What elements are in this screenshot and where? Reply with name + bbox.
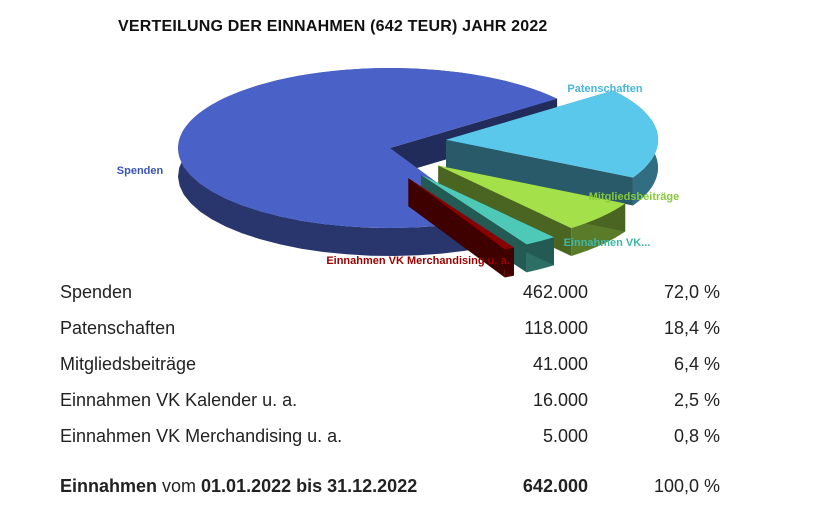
table-row: Einnahmen VK Merchandising u. a. 5.000 0… <box>60 420 740 456</box>
row-percent: 72,0 % <box>663 282 720 302</box>
pie-slice-face-4 <box>408 178 505 278</box>
row-amount: 118.000 <box>524 318 588 338</box>
pie-slices <box>178 68 659 278</box>
table-row: Mitgliedsbeiträge 41.000 6,4 % <box>60 348 740 384</box>
pie-label-0: Spenden <box>117 165 164 177</box>
pie-slice-face-1 <box>446 139 633 206</box>
row-percent: 6,4 % <box>673 354 720 374</box>
pie-slice-top-4 <box>408 178 514 250</box>
row-amount: 462.000 <box>522 282 588 302</box>
pie-slice-top-1 <box>446 90 659 178</box>
row-percent: 2,5 % <box>673 390 720 410</box>
pie-labels: Spenden Patenschaften Mitgliedsbeiträge Ein… <box>117 83 679 267</box>
table-row: Patenschaften 118.000 18,4 % <box>60 312 740 348</box>
total-percent: 100,0 % <box>653 476 720 496</box>
row-amount: 5.000 <box>542 426 588 446</box>
pie-label-1: Patenschaften <box>567 83 642 95</box>
pie-label-2: Mitgliedsbeiträge <box>589 191 679 203</box>
row-name: Patenschaften <box>60 318 176 338</box>
total-amount: 642.000 <box>522 476 588 496</box>
row-amount: 41.000 <box>532 354 588 374</box>
pie-label-4: Einnahmen VK Merchandising u. a. <box>326 255 509 267</box>
pie-slice-4 <box>408 178 514 278</box>
row-percent: 0,8 % <box>673 426 720 446</box>
pie-chart: Spenden Patenschaften Mitgliedsbeiträge Ein… <box>117 68 679 278</box>
pie-slice-top-3 <box>421 174 554 245</box>
total-label-bold-2: 01.01.2022 bis 31.12.2022 <box>201 476 418 496</box>
table-row: Spenden 462.000 72,0 % <box>60 276 740 312</box>
total-label-bold-1: Einnahmen <box>60 476 158 496</box>
table-row: Einnahmen VK Kalender u. a. 16.000 2,5 % <box>60 384 740 420</box>
chart-title: VERTEILUNG DER EINNAHMEN (642 TEUR) JAHR… <box>118 18 548 35</box>
pie-label-3: Einnahmen VK... <box>564 237 651 249</box>
row-percent: 18,4 % <box>663 318 720 338</box>
row-name: Mitgliedsbeiträge <box>60 354 197 374</box>
total-label-mid: vom <box>157 476 202 496</box>
total-label: Einnahmen vom 01.01.2022 bis 31.12.2022 <box>60 476 417 497</box>
table-total-row: Einnahmen vom 01.01.2022 bis 31.12.2022 … <box>60 470 740 506</box>
row-name: Einnahmen VK Merchandising u. a. <box>60 426 343 446</box>
revenue-table: Spenden 462.000 72,0 % Patenschaften 118… <box>60 276 740 506</box>
row-name: Einnahmen VK Kalender u. a. <box>60 390 298 410</box>
pie-slice-top-2 <box>438 165 626 228</box>
pie-slice-top-0 <box>178 68 558 228</box>
row-name: Spenden <box>60 282 133 302</box>
row-amount: 16.000 <box>532 390 588 410</box>
pie-slice-1 <box>446 90 659 206</box>
